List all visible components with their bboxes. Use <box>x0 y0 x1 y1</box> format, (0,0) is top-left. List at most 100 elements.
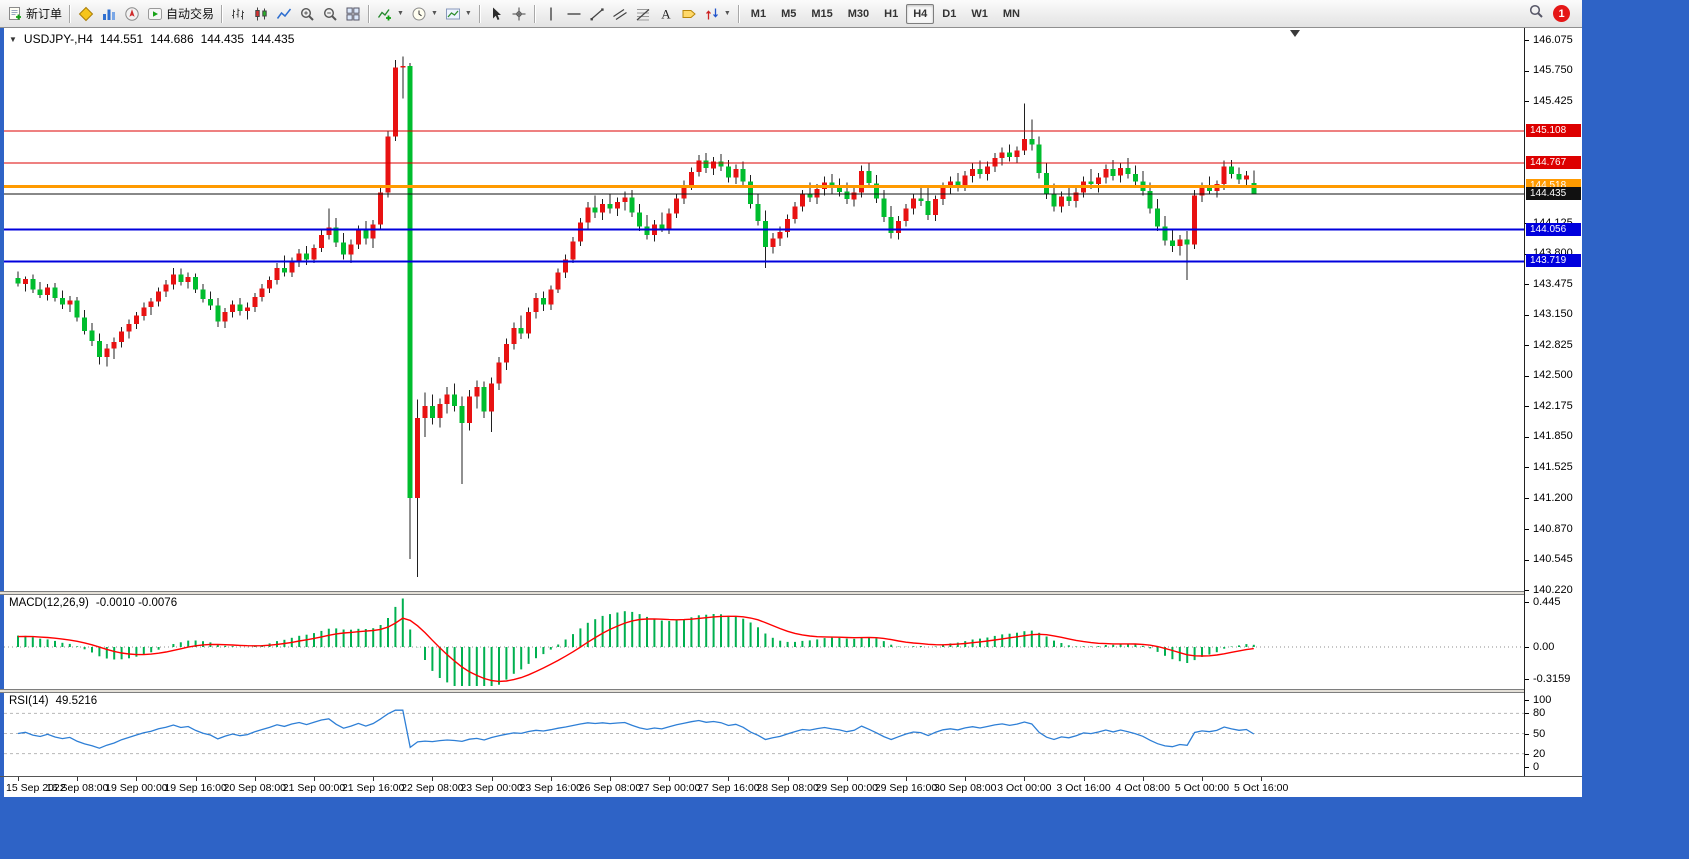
window-frame-left <box>0 28 4 797</box>
macd-pane[interactable] <box>4 595 1524 689</box>
dropdown-arrow-icon: ▼ <box>397 10 404 17</box>
navigator-button[interactable] <box>121 3 143 25</box>
time-label: 27 Sep 00:00 <box>637 782 701 794</box>
price-tick-label: 143.475 <box>1533 277 1573 290</box>
candle <box>67 300 73 305</box>
toolbar-right-group: 1 <box>1528 3 1570 24</box>
candle <box>52 287 58 298</box>
candle <box>518 327 524 334</box>
candle <box>326 227 332 235</box>
text-label-button[interactable] <box>678 3 700 25</box>
indicators-button[interactable]: ▼ <box>374 3 407 25</box>
candle <box>1066 196 1072 202</box>
price-tick-mark <box>1525 40 1529 41</box>
time-tick-mark <box>432 777 434 781</box>
timeframe-m1[interactable]: M1 <box>750 7 767 20</box>
metaeditor-button[interactable] <box>75 3 97 25</box>
price-tick-label: 143.150 <box>1533 308 1573 321</box>
candle <box>119 331 125 342</box>
candle <box>1177 239 1183 247</box>
bar-chart-button[interactable] <box>227 3 249 25</box>
vline-icon <box>543 6 559 22</box>
candle <box>1199 187 1205 196</box>
time-axis[interactable]: 15 Sep 2022 16 Sep 08:00 19 Sep 00:00 19 Se… <box>4 777 1582 796</box>
rsi-value: 49.5216 <box>55 695 98 707</box>
crosshair-button[interactable] <box>508 3 530 25</box>
candle <box>1021 139 1027 151</box>
timeframe-d1[interactable]: D1 <box>942 7 957 20</box>
candle <box>193 277 199 290</box>
price-tick-mark <box>1525 590 1529 591</box>
vertical-line-button[interactable] <box>540 3 562 25</box>
text-button[interactable]: A <box>655 3 677 25</box>
candle <box>696 160 702 172</box>
rsi-tick-mark <box>1525 713 1529 715</box>
time-tick-mark <box>965 777 967 781</box>
price-tick-mark <box>1525 436 1529 438</box>
time-tick-mark <box>669 777 671 781</box>
new-order-button[interactable]: 新订单 <box>4 3 65 25</box>
pane-separator[interactable] <box>0 689 1582 693</box>
cursor-button[interactable] <box>485 3 507 25</box>
pane-separator[interactable] <box>0 591 1582 595</box>
macd-indicator-label: MACD(12,26,9) -0.0010 -0.0076 <box>9 597 177 609</box>
candle <box>341 242 347 255</box>
candle <box>992 157 998 167</box>
price-tick-mark <box>1525 345 1529 347</box>
horizontal-line-button[interactable] <box>563 3 585 25</box>
templates-button[interactable]: ▼ <box>442 3 475 25</box>
candle <box>1036 144 1042 173</box>
price-tick-mark <box>1525 253 1529 255</box>
price-axis[interactable]: 146.075145.750145.425144.125143.800143.4… <box>1524 28 1582 776</box>
candle <box>1169 240 1175 247</box>
candle <box>1095 177 1101 185</box>
candle <box>267 280 273 289</box>
price-chart[interactable] <box>4 28 1524 591</box>
auto-trading-button[interactable]: 自动交易 <box>144 3 217 25</box>
time-label: 15 Sep 2022 <box>6 782 66 794</box>
zoom-out-button[interactable] <box>319 3 341 25</box>
time-tick-mark <box>1202 777 1203 781</box>
timeframe-m5[interactable]: M5 <box>781 7 797 20</box>
timeframe-h1[interactable]: H1 <box>884 7 899 20</box>
time-tick-mark <box>18 777 19 781</box>
candle <box>1184 239 1190 245</box>
timeframe-w1[interactable]: W1 <box>971 7 988 20</box>
line-chart-button[interactable] <box>273 3 295 25</box>
search-icon[interactable] <box>1528 3 1544 24</box>
trendline-button[interactable] <box>586 3 608 25</box>
indicators-icon <box>377 6 393 22</box>
candle <box>585 207 591 223</box>
tile-windows-button[interactable] <box>342 3 364 25</box>
candle <box>311 248 317 260</box>
market-watch-button[interactable] <box>98 3 120 25</box>
price-tick-label: 140.545 <box>1533 553 1573 565</box>
candle <box>814 188 820 198</box>
candle <box>378 192 384 225</box>
equidistant-channel-button[interactable] <box>609 3 631 25</box>
dropdown-arrow-icon: ▼ <box>430 10 438 17</box>
chart-shift-marker[interactable] <box>1290 30 1300 37</box>
candle <box>711 161 717 169</box>
timeframe-m30[interactable]: M30 <box>847 7 870 20</box>
timeframe-h4[interactable]: H4 <box>906 3 935 24</box>
candle <box>925 201 931 216</box>
one-click-trading-toggle[interactable]: ▼ <box>9 34 17 44</box>
rsi-pane[interactable] <box>4 693 1524 775</box>
notification-badge[interactable]: 1 <box>1553 5 1570 22</box>
periods-button[interactable]: ▼ <box>408 3 441 25</box>
candle <box>903 208 909 221</box>
price-tick-label: 142.825 <box>1533 338 1573 351</box>
navigator-icon <box>124 6 140 22</box>
timeframe-mn[interactable]: MN <box>1002 7 1020 20</box>
candle <box>415 418 421 498</box>
arrows-button[interactable]: ▼ <box>701 3 734 25</box>
candle <box>45 287 51 295</box>
price-tick-mark <box>1525 375 1529 377</box>
candlestick-chart-button[interactable] <box>250 3 272 25</box>
price-tick-label: 140.870 <box>1533 522 1573 535</box>
pane-separator[interactable] <box>0 776 1582 777</box>
timeframe-m15[interactable]: M15 <box>811 7 833 20</box>
zoom-in-button[interactable] <box>296 3 318 25</box>
fibonacci-button[interactable] <box>632 3 654 25</box>
